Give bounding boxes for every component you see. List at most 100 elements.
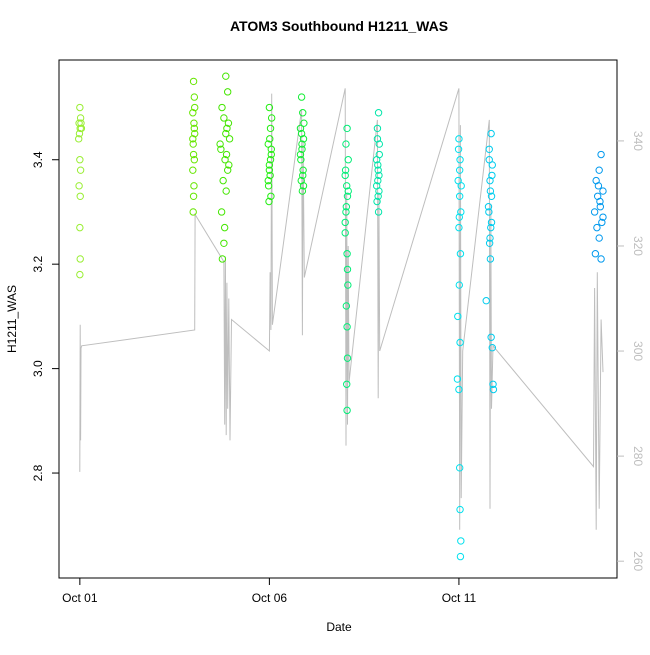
point: [296, 150, 305, 159]
point: [374, 161, 382, 169]
point: [343, 323, 351, 331]
point: [455, 135, 463, 143]
point: [598, 218, 606, 227]
point: [299, 171, 307, 180]
point: [486, 176, 494, 185]
point: [375, 140, 384, 148]
point: [191, 103, 199, 112]
point: [298, 145, 306, 153]
point: [190, 124, 199, 133]
point: [487, 333, 495, 341]
point: [599, 187, 607, 195]
point: [482, 297, 490, 305]
point: [457, 182, 465, 190]
point: [191, 129, 199, 138]
point: [343, 124, 351, 133]
point: [189, 150, 198, 159]
point: [266, 124, 275, 133]
point: [265, 103, 274, 112]
point: [343, 192, 352, 200]
point: [299, 182, 308, 190]
point: [222, 72, 230, 80]
point: [487, 129, 495, 138]
point: [374, 192, 382, 200]
point: [217, 208, 226, 216]
point: [595, 234, 603, 242]
point: [488, 344, 496, 352]
point: [189, 135, 197, 143]
point: [75, 135, 83, 143]
point: [597, 255, 605, 263]
point: [299, 109, 307, 117]
point: [372, 182, 381, 190]
point: [487, 218, 496, 227]
x-tick-label: Oct 11: [442, 591, 477, 605]
point: [487, 223, 495, 232]
point: [599, 213, 607, 221]
point: [223, 166, 232, 174]
point: [297, 93, 306, 101]
point: [374, 166, 382, 174]
point: [190, 156, 199, 164]
point: [373, 135, 382, 143]
point: [591, 250, 600, 258]
y2-tick-label: 260: [631, 551, 645, 571]
point: [596, 203, 605, 211]
point: [216, 140, 224, 148]
point: [455, 166, 464, 174]
point: [594, 182, 603, 190]
point: [341, 218, 349, 227]
point: [341, 166, 350, 174]
point: [189, 192, 198, 200]
point: [76, 270, 84, 279]
point: [344, 156, 352, 164]
point: [222, 150, 231, 159]
point: [267, 114, 276, 122]
point: [455, 192, 464, 200]
point: [374, 109, 383, 117]
point: [76, 103, 84, 112]
x-tick-label: Oct 01: [62, 591, 98, 605]
point: [77, 119, 85, 127]
point: [485, 208, 493, 216]
point: [489, 380, 497, 388]
y2-tick-label: 300: [631, 341, 645, 361]
point: [488, 171, 496, 180]
point: [296, 124, 305, 133]
point: [489, 385, 498, 394]
point: [456, 552, 465, 561]
point: [456, 250, 465, 258]
point: [453, 375, 462, 383]
point: [222, 187, 230, 195]
point: [224, 119, 233, 127]
point: [189, 109, 197, 117]
point: [266, 171, 274, 180]
point: [593, 223, 601, 232]
point: [375, 171, 383, 180]
point: [221, 156, 229, 164]
point: [455, 385, 463, 394]
point: [486, 255, 495, 263]
point: [225, 135, 234, 143]
y2-tick-label: 320: [631, 236, 645, 256]
y-axis-label: H1211_WAS: [5, 285, 19, 353]
point: [485, 239, 494, 247]
y-tick-label: 3.2: [31, 256, 45, 273]
point: [217, 145, 225, 153]
point: [75, 129, 84, 138]
point: [76, 192, 84, 200]
point: [456, 338, 464, 347]
point: [485, 145, 493, 153]
point: [76, 166, 85, 174]
point: [596, 197, 604, 206]
point: [597, 150, 605, 159]
point: [300, 119, 308, 127]
point: [222, 129, 230, 138]
point: [267, 192, 275, 200]
point: [299, 166, 307, 174]
point: [220, 223, 229, 232]
point: [223, 88, 232, 96]
point: [373, 197, 381, 206]
x-axis-label: Date: [326, 620, 352, 634]
